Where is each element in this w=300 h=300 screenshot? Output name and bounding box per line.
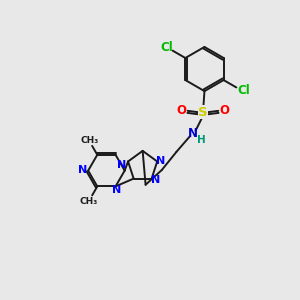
Text: Cl: Cl	[237, 84, 250, 97]
Text: N: N	[112, 185, 121, 195]
Text: CH₃: CH₃	[80, 136, 99, 145]
Text: S: S	[198, 106, 208, 119]
Text: N: N	[78, 165, 88, 175]
Text: N: N	[188, 127, 198, 140]
Text: O: O	[220, 104, 230, 117]
Text: N: N	[156, 157, 166, 166]
Text: H: H	[196, 135, 205, 145]
Text: Cl: Cl	[160, 41, 173, 54]
Text: CH₃: CH₃	[79, 197, 97, 206]
Text: N: N	[117, 160, 127, 170]
Text: N: N	[151, 175, 160, 185]
Text: O: O	[176, 104, 186, 117]
